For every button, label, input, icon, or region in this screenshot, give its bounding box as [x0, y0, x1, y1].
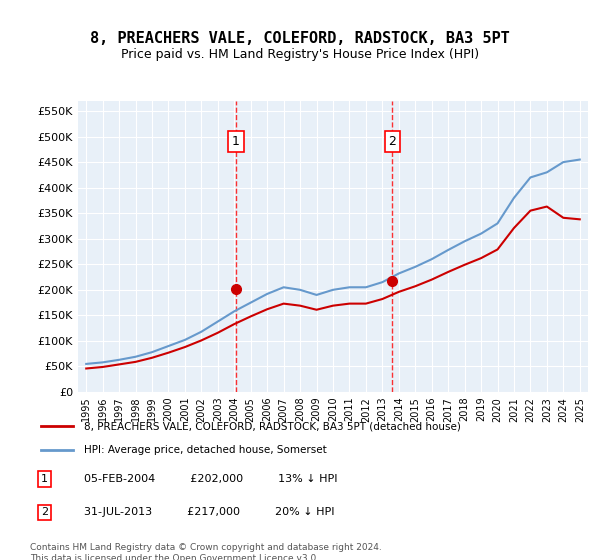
Text: 8, PREACHERS VALE, COLEFORD, RADSTOCK, BA3 5PT (detached house): 8, PREACHERS VALE, COLEFORD, RADSTOCK, B… [84, 421, 461, 431]
Text: 31-JUL-2013          £217,000          20% ↓ HPI: 31-JUL-2013 £217,000 20% ↓ HPI [84, 507, 335, 517]
Text: 05-FEB-2004          £202,000          13% ↓ HPI: 05-FEB-2004 £202,000 13% ↓ HPI [84, 474, 337, 484]
Text: Price paid vs. HM Land Registry's House Price Index (HPI): Price paid vs. HM Land Registry's House … [121, 48, 479, 60]
Text: HPI: Average price, detached house, Somerset: HPI: Average price, detached house, Some… [84, 445, 327, 455]
Text: 1: 1 [232, 135, 240, 148]
Text: 8, PREACHERS VALE, COLEFORD, RADSTOCK, BA3 5PT: 8, PREACHERS VALE, COLEFORD, RADSTOCK, B… [90, 31, 510, 46]
Text: 1: 1 [41, 474, 48, 484]
Text: Contains HM Land Registry data © Crown copyright and database right 2024.
This d: Contains HM Land Registry data © Crown c… [30, 543, 382, 560]
Text: 2: 2 [388, 135, 396, 148]
Text: 2: 2 [41, 507, 48, 517]
